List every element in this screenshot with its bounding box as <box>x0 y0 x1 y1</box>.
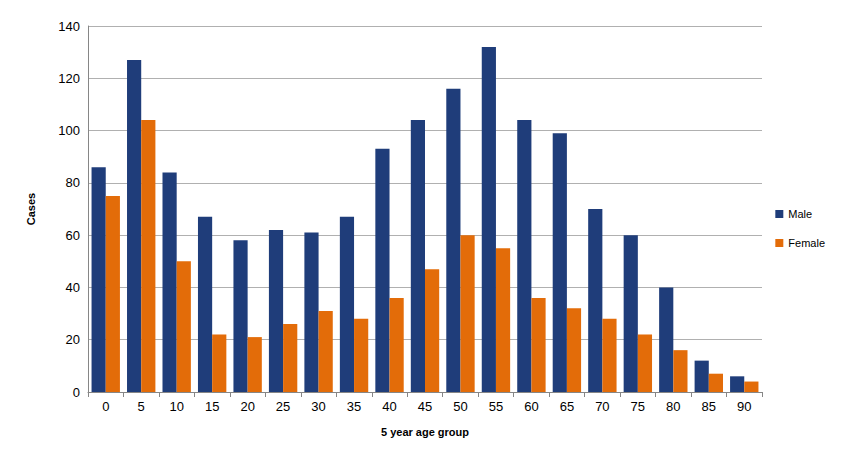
svg-text:75: 75 <box>631 399 645 414</box>
svg-text:60: 60 <box>524 399 538 414</box>
svg-text:25: 25 <box>276 399 290 414</box>
svg-text:70: 70 <box>595 399 609 414</box>
svg-text:40: 40 <box>66 280 80 295</box>
svg-text:140: 140 <box>58 19 80 34</box>
svg-text:0: 0 <box>73 385 80 400</box>
svg-text:Female: Female <box>788 237 825 249</box>
svg-text:100: 100 <box>58 123 80 138</box>
svg-text:20: 20 <box>240 399 254 414</box>
svg-text:60: 60 <box>66 228 80 243</box>
svg-text:50: 50 <box>453 399 467 414</box>
svg-text:90: 90 <box>737 399 751 414</box>
svg-text:65: 65 <box>560 399 574 414</box>
svg-text:5: 5 <box>138 399 145 414</box>
svg-text:40: 40 <box>382 399 396 414</box>
svg-text:20: 20 <box>66 332 80 347</box>
svg-text:120: 120 <box>58 71 80 86</box>
svg-text:55: 55 <box>489 399 503 414</box>
svg-text:80: 80 <box>666 399 680 414</box>
svg-text:0: 0 <box>102 399 109 414</box>
svg-text:5 year age group: 5 year age group <box>381 426 469 438</box>
svg-text:45: 45 <box>418 399 432 414</box>
svg-text:10: 10 <box>169 399 183 414</box>
svg-text:15: 15 <box>205 399 219 414</box>
svg-text:80: 80 <box>66 175 80 190</box>
svg-text:Male: Male <box>788 208 812 220</box>
svg-text:Cases: Cases <box>25 193 37 225</box>
svg-text:85: 85 <box>702 399 716 414</box>
svg-text:30: 30 <box>311 399 325 414</box>
svg-text:35: 35 <box>347 399 361 414</box>
